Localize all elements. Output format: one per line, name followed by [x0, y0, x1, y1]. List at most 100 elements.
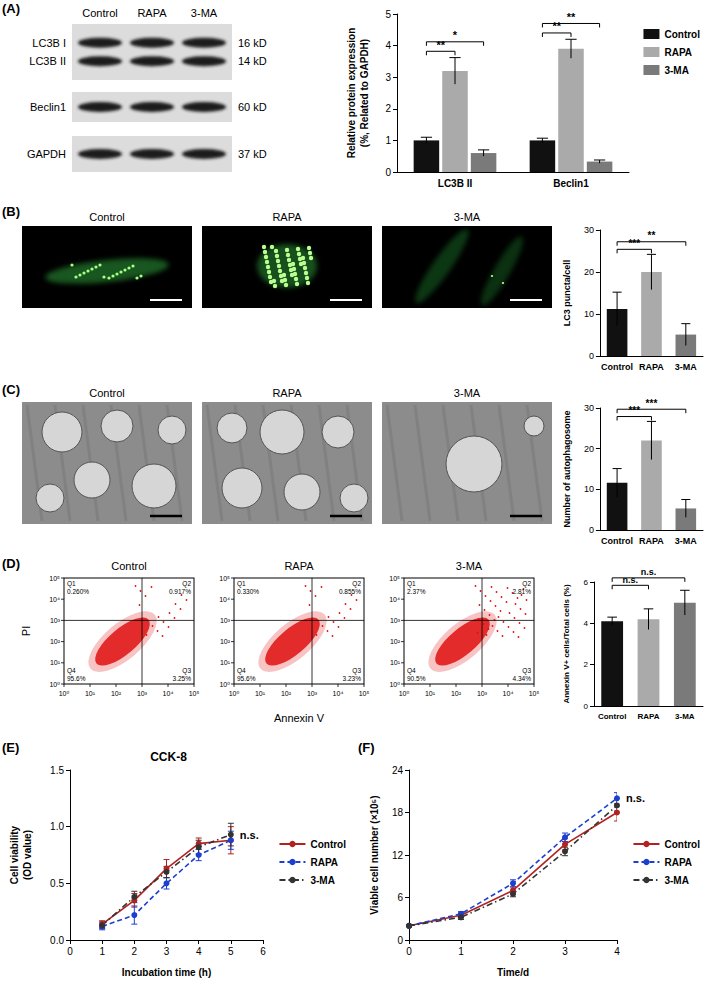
svg-text:10: 10 — [584, 484, 594, 494]
svg-text:10²: 10² — [50, 638, 61, 645]
svg-text:2: 2 — [385, 103, 391, 114]
svg-text:10⁵: 10⁵ — [359, 690, 370, 697]
svg-text:*: * — [453, 29, 458, 41]
svg-text:3-MA: 3-MA — [456, 560, 483, 572]
svg-text:37 kD: 37 kD — [238, 148, 267, 160]
svg-text:10⁵: 10⁵ — [219, 575, 230, 582]
svg-text:4: 4 — [385, 40, 391, 51]
svg-text:20: 20 — [584, 444, 594, 454]
svg-text:3.23%: 3.23% — [343, 675, 362, 682]
svg-text:RAPA: RAPA — [664, 857, 692, 868]
svg-text:6: 6 — [397, 892, 403, 903]
svg-text:(F): (F) — [358, 740, 375, 755]
svg-text:0: 0 — [406, 946, 412, 957]
svg-text:10⁵: 10⁵ — [529, 690, 540, 697]
svg-text:0.260%: 0.260% — [67, 588, 89, 595]
svg-text:0: 0 — [589, 351, 594, 361]
svg-text:10⁰: 10⁰ — [49, 681, 60, 688]
svg-text:PI: PI — [20, 626, 32, 636]
svg-text:Time/d: Time/d — [497, 967, 529, 978]
svg-text:RAPA: RAPA — [639, 536, 664, 546]
svg-text:10¹: 10¹ — [220, 659, 231, 666]
svg-text:1.0: 1.0 — [50, 821, 64, 832]
svg-text:3: 3 — [164, 946, 170, 957]
svg-text:10²: 10² — [390, 638, 401, 645]
svg-text:Relative protein expression: Relative protein expression — [346, 28, 357, 159]
svg-text:3-MA: 3-MA — [454, 387, 481, 399]
svg-text:4: 4 — [584, 619, 589, 628]
svg-text:10⁰: 10⁰ — [399, 690, 410, 697]
svg-text:Control: Control — [664, 839, 700, 850]
svg-text:10²: 10² — [111, 690, 122, 697]
svg-text:Beclin1: Beclin1 — [30, 101, 66, 113]
svg-text:1.5: 1.5 — [50, 765, 64, 776]
svg-text:10¹: 10¹ — [50, 659, 61, 666]
svg-text:2: 2 — [132, 946, 138, 957]
svg-text:30: 30 — [584, 225, 594, 235]
svg-text:LC3B II: LC3B II — [29, 55, 66, 67]
svg-text:10⁰: 10⁰ — [389, 681, 400, 688]
svg-text:10⁰: 10⁰ — [59, 690, 70, 697]
svg-text:10⁰: 10⁰ — [229, 690, 240, 697]
svg-text:20: 20 — [584, 267, 594, 277]
svg-text:14 kD: 14 kD — [238, 55, 267, 67]
svg-text:4: 4 — [196, 946, 202, 957]
svg-text:RAPA: RAPA — [664, 47, 692, 58]
svg-text:(D): (D) — [2, 556, 20, 571]
svg-text:3-MA: 3-MA — [675, 712, 695, 721]
svg-text:30: 30 — [584, 403, 594, 413]
svg-text:3-MA: 3-MA — [191, 7, 218, 19]
svg-text:(A): (A) — [2, 1, 20, 16]
svg-text:Viable cell number (×10⁵): Viable cell number (×10⁵) — [369, 795, 380, 914]
svg-text:RAPA: RAPA — [272, 387, 302, 399]
svg-text:LC3 puncta/cell: LC3 puncta/cell — [562, 260, 572, 327]
svg-text:4: 4 — [614, 946, 620, 957]
svg-text:3: 3 — [562, 946, 568, 957]
svg-text:**: ** — [567, 11, 576, 23]
svg-text:Beclin1: Beclin1 — [553, 178, 589, 189]
svg-text:Control: Control — [82, 7, 117, 19]
svg-text:10⁴: 10⁴ — [333, 690, 344, 697]
svg-text:Cell viability: Cell viability — [9, 825, 20, 884]
svg-text:RAPA: RAPA — [272, 211, 302, 223]
svg-text:10⁵: 10⁵ — [189, 690, 200, 697]
svg-text:10²: 10² — [220, 638, 231, 645]
svg-text:10⁴: 10⁴ — [49, 596, 60, 603]
svg-text:Incubation time (h): Incubation time (h) — [122, 967, 211, 978]
svg-text:10⁴: 10⁴ — [503, 690, 514, 697]
svg-text:10⁴: 10⁴ — [219, 596, 230, 603]
svg-text:Control: Control — [111, 560, 146, 572]
svg-text:10³: 10³ — [307, 690, 318, 697]
svg-text:Annexin V+ cells/Total cells (: Annexin V+ cells/Total cells (%) — [562, 584, 571, 704]
svg-text:0.330%: 0.330% — [237, 588, 259, 595]
svg-text:6: 6 — [584, 578, 589, 587]
svg-text:n.s.: n.s. — [626, 792, 645, 804]
svg-text:1: 1 — [385, 135, 391, 146]
svg-text:Number of autophagosome: Number of autophagosome — [562, 410, 572, 527]
svg-text:10⁵: 10⁵ — [49, 575, 60, 582]
svg-text:90.5%: 90.5% — [407, 675, 426, 682]
svg-text:18: 18 — [392, 807, 404, 818]
svg-text:12: 12 — [392, 850, 404, 861]
svg-text:RAPA: RAPA — [137, 7, 167, 19]
svg-text:10³: 10³ — [390, 617, 401, 624]
svg-text:0: 0 — [385, 167, 391, 178]
svg-text:RAPA: RAPA — [639, 362, 664, 372]
svg-text:RAPA: RAPA — [284, 560, 314, 572]
svg-text:10²: 10² — [451, 690, 462, 697]
svg-text:(%, Related to GAPDH): (%, Related to GAPDH) — [359, 39, 370, 147]
svg-text:CCK-8: CCK-8 — [150, 750, 187, 764]
svg-text:95.6%: 95.6% — [237, 675, 256, 682]
svg-text:10⁵: 10⁵ — [389, 575, 400, 582]
svg-text:3-MA: 3-MA — [675, 362, 697, 372]
svg-text:10³: 10³ — [137, 690, 148, 697]
svg-text:0.917%: 0.917% — [169, 588, 191, 595]
svg-text:3-MA: 3-MA — [454, 211, 481, 223]
svg-text:10³: 10³ — [477, 690, 488, 697]
svg-text:Control: Control — [664, 29, 700, 40]
svg-text:Control: Control — [601, 536, 633, 546]
svg-text:1: 1 — [99, 946, 105, 957]
svg-text:0.5: 0.5 — [50, 878, 64, 889]
svg-text:LC3B II: LC3B II — [438, 178, 473, 189]
svg-text:10¹: 10¹ — [85, 690, 96, 697]
